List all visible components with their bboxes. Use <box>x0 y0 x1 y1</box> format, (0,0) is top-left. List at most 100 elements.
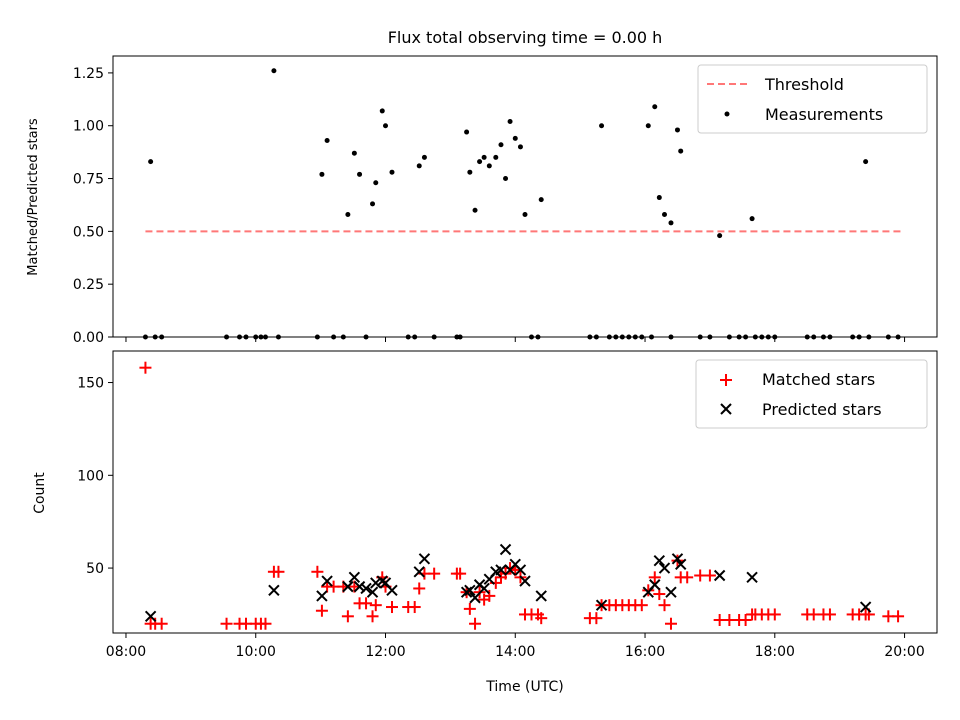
measurement-point <box>467 169 473 175</box>
matched-star-point <box>259 617 272 630</box>
matched-star-point <box>768 608 781 621</box>
matched-star-point <box>648 571 661 584</box>
predicted-x-b <box>671 553 684 565</box>
predicted-star-point <box>746 571 758 584</box>
predicted-x-b <box>342 580 354 593</box>
measurement-point <box>379 108 385 114</box>
predicted-star-point <box>653 554 666 567</box>
predicted-x-b <box>535 590 547 602</box>
measurement-point <box>486 163 492 169</box>
predicted-x-b <box>413 566 425 578</box>
predicted-x-b <box>144 610 157 623</box>
count-legend: Matched stars Predicted stars <box>695 359 928 429</box>
measurement-point <box>652 104 658 110</box>
measurement-point <box>661 211 667 217</box>
predicted-star-point <box>859 601 872 613</box>
y-tick-label-count: 50 <box>86 561 104 577</box>
matched-star-point <box>892 610 905 623</box>
predicted-star-point <box>342 580 354 593</box>
matched-star-point <box>155 617 168 630</box>
measurements-legend-swatch <box>724 111 730 117</box>
y-tick-label-ratio: 0.00 <box>73 330 104 346</box>
matched-star-point <box>535 612 548 625</box>
predicted-star-point <box>495 564 507 576</box>
predicted-x-b <box>653 554 666 567</box>
matched-star-point <box>642 584 655 597</box>
measurement-point <box>421 154 427 160</box>
predicted-x-b <box>514 564 527 576</box>
predicted-star-point <box>478 582 490 595</box>
predicted-star-point <box>316 590 328 602</box>
y-tick-label-ratio: 1.00 <box>73 119 104 135</box>
measurements-legend-label: Measurements <box>765 105 883 124</box>
count-legend-box <box>695 359 928 429</box>
measurement-point <box>498 142 504 148</box>
count-points <box>139 361 905 630</box>
predicted-x-b <box>658 562 671 574</box>
measurement-point <box>319 171 325 177</box>
measurement-point <box>477 159 483 165</box>
predicted-star-point <box>535 590 547 602</box>
matched-star-point <box>139 361 152 374</box>
matched-legend-label: Matched stars <box>762 370 875 389</box>
predicted-x-b <box>348 571 361 584</box>
y-tick-label-ratio: 0.25 <box>73 277 104 293</box>
matched-star-point <box>315 604 328 617</box>
matched-star-point <box>590 612 603 625</box>
predicted-star-point <box>649 579 661 591</box>
predicted-star-point <box>671 553 684 565</box>
matched-star-point <box>369 599 382 612</box>
threshold-legend-label: Threshold <box>764 75 844 94</box>
measurement-point <box>863 159 869 165</box>
measurement-point <box>373 180 379 186</box>
y-tick-label-count: 150 <box>77 376 104 392</box>
predicted-x-b <box>464 584 476 597</box>
matched-star-point <box>483 589 496 602</box>
chart-title: Flux total observing time = 0.00 h <box>388 28 663 47</box>
measurement-point <box>148 159 154 165</box>
x-tick-label: 14:00 <box>495 644 535 660</box>
predicted-x-b <box>366 586 379 598</box>
predicted-legend-swatch <box>720 403 732 415</box>
predicted-star-point <box>675 558 687 571</box>
predicted-x-b <box>746 571 758 584</box>
measurement-point <box>324 138 330 144</box>
measurement-point <box>749 216 755 222</box>
predicted-star-point <box>514 564 527 576</box>
measurement-point <box>678 148 684 154</box>
y-tick-label-ratio: 0.50 <box>73 224 104 240</box>
matched-star-point <box>469 617 482 630</box>
measurement-point <box>507 118 513 124</box>
matched-star-point <box>635 599 648 612</box>
y-tick-label-ratio: 1.25 <box>73 66 104 82</box>
ratio-panel: Flux total observing time = 0.00 h Match… <box>26 28 938 346</box>
measurement-point <box>389 169 395 175</box>
matched-star-point <box>739 614 752 627</box>
matched-star-point <box>408 601 421 614</box>
predicted-x-b <box>665 586 677 598</box>
y-tick-label-ratio: 0.75 <box>73 172 104 188</box>
predicted-x-b <box>469 592 481 604</box>
measurement-point <box>645 123 651 129</box>
measurement-point <box>517 144 523 150</box>
x-tick-label: 20:00 <box>884 644 924 660</box>
y-tick-label-count: 100 <box>77 468 104 484</box>
predicted-x-b <box>859 601 872 613</box>
predicted-x-b <box>478 582 490 595</box>
matched-star-point <box>703 569 716 582</box>
predicted-star-point <box>713 569 726 582</box>
matched-star-point <box>311 565 324 578</box>
predicted-x-b <box>499 543 512 556</box>
predicted-star-point <box>348 571 361 584</box>
ratio-plot-frame <box>112 55 938 338</box>
predicted-star-point <box>268 584 280 597</box>
measurement-point <box>345 211 351 217</box>
predicted-x-b <box>386 584 398 597</box>
measurement-point <box>464 129 470 135</box>
measurement-point <box>717 233 723 239</box>
matched-star-point <box>664 617 677 630</box>
predicted-star-point <box>353 580 366 593</box>
count-plot-frame <box>112 350 938 634</box>
measurement-point <box>351 150 357 156</box>
